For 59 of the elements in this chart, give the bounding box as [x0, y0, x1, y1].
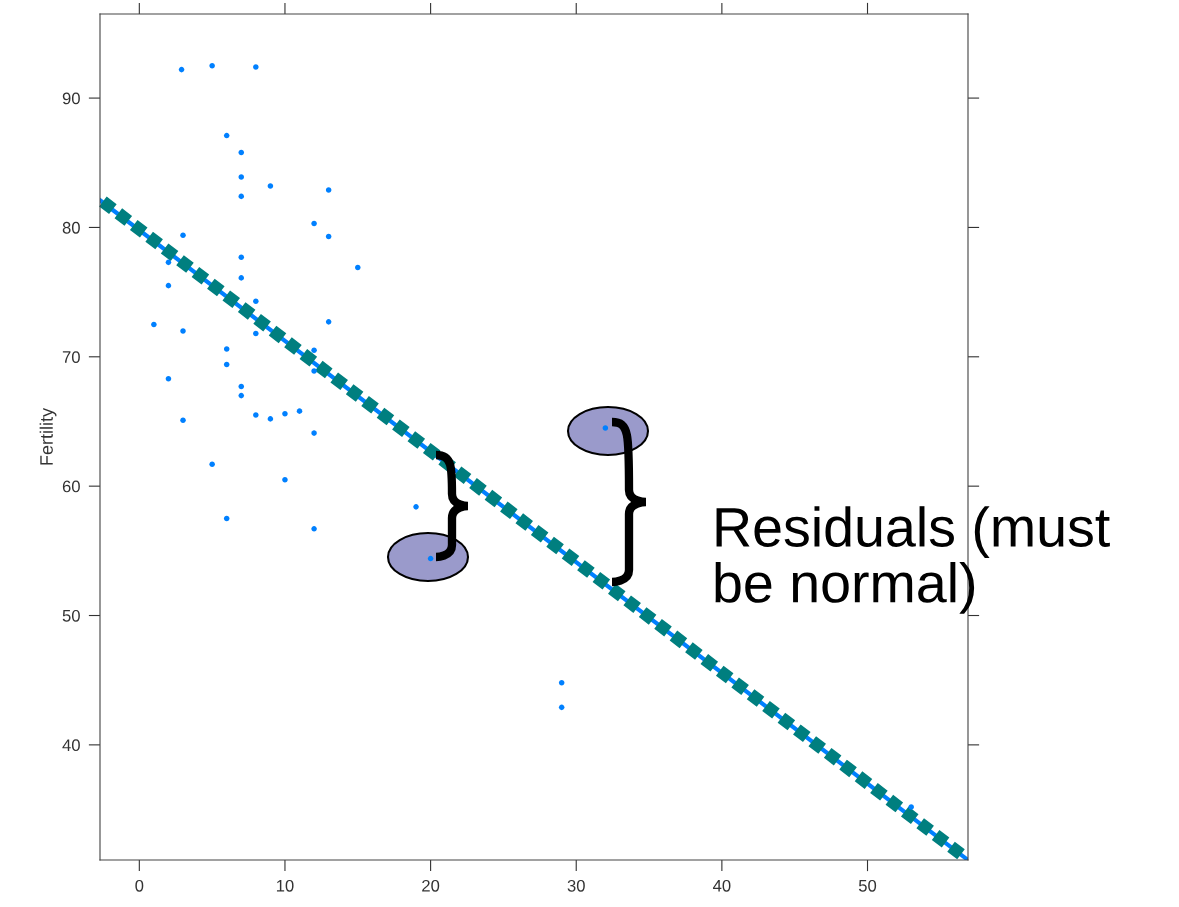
point — [558, 704, 565, 711]
point — [282, 410, 288, 417]
point — [253, 64, 259, 70]
point — [165, 259, 172, 266]
point — [253, 330, 259, 337]
x-tick-label: 10 — [276, 879, 294, 892]
point — [209, 62, 215, 69]
point — [325, 233, 332, 240]
x-tick-label: 20 — [422, 879, 440, 892]
y-tick-label: 40 — [62, 739, 80, 752]
point — [282, 476, 288, 483]
point — [325, 187, 332, 193]
point — [602, 425, 609, 431]
point — [165, 376, 172, 382]
point — [238, 392, 245, 399]
point — [311, 368, 317, 374]
point — [178, 66, 185, 73]
point — [311, 430, 317, 436]
point — [238, 383, 245, 390]
point — [558, 680, 565, 686]
point — [223, 346, 230, 352]
point — [180, 328, 186, 334]
point — [267, 183, 274, 189]
x-tick-label: 0 — [135, 879, 144, 892]
point — [355, 264, 361, 271]
y-tick-label: 70 — [62, 351, 80, 363]
x-tick-label: 30 — [567, 879, 585, 892]
point — [238, 254, 245, 260]
point — [311, 526, 317, 532]
y-tick-label: 60 — [62, 480, 80, 493]
point — [151, 321, 157, 328]
point — [311, 347, 317, 354]
point — [253, 298, 259, 304]
point — [238, 174, 245, 180]
point — [223, 361, 230, 368]
point — [296, 408, 303, 414]
x-tick-label: 50 — [858, 879, 877, 892]
point — [253, 412, 259, 418]
point — [267, 416, 274, 422]
y-axis-title: Fertility — [39, 407, 57, 465]
y-tick-label: 50 — [62, 609, 80, 622]
point — [180, 417, 186, 423]
point — [223, 515, 230, 522]
point — [413, 504, 419, 510]
point — [325, 319, 332, 325]
point — [165, 282, 172, 289]
y-tick-label: 80 — [62, 221, 80, 234]
y-tick-label: 90 — [62, 92, 80, 105]
point — [223, 132, 230, 139]
annotation: Residuals (must be normal) — [715, 506, 1110, 614]
point — [180, 232, 186, 238]
point — [427, 555, 434, 562]
point — [311, 220, 317, 227]
x-tick-label: 40 — [712, 879, 731, 892]
point — [238, 275, 245, 281]
point — [908, 804, 914, 810]
point — [238, 193, 245, 200]
point — [238, 149, 245, 156]
point — [209, 461, 215, 467]
